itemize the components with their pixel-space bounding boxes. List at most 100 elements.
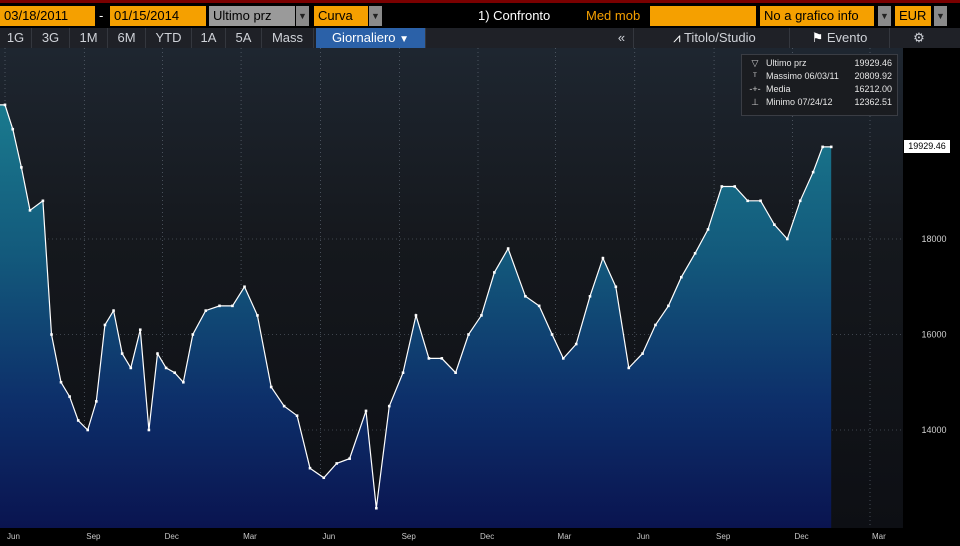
style-dropdown-icon[interactable]: ▼ (369, 6, 382, 26)
price-point (706, 228, 710, 231)
price-point (627, 366, 631, 370)
currency-dropdown-icon[interactable]: ▼ (934, 6, 947, 26)
price-point (204, 309, 208, 312)
legend-value: 16212.00 (854, 84, 892, 94)
price-point (3, 103, 7, 107)
end-date-field[interactable]: 01/15/2014 (110, 6, 206, 26)
average-line-icon: -+- (749, 84, 761, 94)
price-point (785, 237, 789, 241)
field-select[interactable]: Ultimo prz (209, 6, 295, 26)
price-point (68, 395, 71, 398)
price-point (467, 333, 470, 336)
x-tick-label: Dec (794, 532, 808, 541)
chart-info-select[interactable]: No a grafico info (760, 6, 874, 26)
legend-label: Ultimo prz (766, 58, 807, 68)
period-1y-button[interactable]: 1A (192, 28, 226, 48)
y-tick-label: 16000 (921, 330, 946, 340)
price-point (746, 199, 749, 203)
moving-average-menu[interactable]: Med mob (586, 8, 641, 23)
price-point (364, 409, 368, 413)
price-point (182, 380, 185, 384)
price-point (138, 328, 142, 332)
legend-label: Media (766, 84, 791, 94)
header-strip (0, 0, 960, 3)
price-point (375, 506, 378, 510)
price-point (427, 357, 431, 360)
price-point (829, 145, 833, 149)
legend-row-high: ᵀ Massimo 06/03/11 20809.92 (748, 71, 892, 82)
legend-label: Minimo 07/24/12 (766, 97, 833, 107)
legend-row-average: -+- Media 16212.00 (748, 84, 892, 95)
price-point (112, 309, 115, 312)
event-label: Evento (826, 30, 868, 45)
price-point (524, 295, 527, 298)
top-toolbar: 03/18/2011 - 01/15/2014 Ultimo prz ▼ Cur… (0, 0, 960, 28)
price-point (156, 352, 159, 355)
x-tick-label: Jun (637, 532, 650, 541)
collapse-button[interactable]: « (610, 28, 634, 48)
price-point (680, 275, 683, 279)
price-point (480, 314, 483, 317)
chart-legend: ▽ Ultimo prz 19929.46 ᵀ Massimo 06/03/11… (741, 54, 898, 116)
price-point (164, 366, 168, 370)
x-tick-label: Sep (716, 532, 731, 541)
x-tick-label: Dec (165, 532, 179, 541)
x-tick-label: Mar (558, 532, 572, 541)
legend-value: 20809.92 (854, 71, 892, 81)
period-ytd-button[interactable]: YTD (146, 28, 192, 48)
price-point (667, 304, 670, 308)
price-point (129, 366, 133, 370)
period-5y-button[interactable]: 5A (226, 28, 262, 48)
price-point (574, 342, 578, 346)
frequency-label: Giornaliero (331, 30, 396, 45)
price-point (269, 385, 273, 389)
legend-row-last: ▽ Ultimo prz 19929.46 (748, 58, 892, 69)
price-chart[interactable]: 18000 16000 14000 (0, 48, 960, 528)
price-point (282, 404, 286, 408)
price-point (59, 380, 63, 384)
x-tick-label: Mar (243, 532, 257, 541)
low-marker-icon: ⊥ (751, 97, 759, 107)
price-point (86, 428, 90, 432)
style-select[interactable]: Curva (314, 6, 368, 26)
price-point (588, 295, 592, 298)
price-point (243, 285, 246, 289)
legend-row-low: ⊥ Minimo 07/24/12 12362.51 (748, 97, 892, 108)
x-axis-labels: Jun Sep Dec Mar Jun Sep Dec Mar Jun Sep Dec Mar (7, 532, 886, 541)
price-point (759, 199, 762, 203)
field-dropdown-icon[interactable]: ▼ (296, 6, 309, 26)
period-3d-button[interactable]: 3G (32, 28, 70, 48)
price-point (550, 333, 554, 336)
period-1m-button[interactable]: 1M (70, 28, 108, 48)
chart-line-icon: ⩘ (673, 30, 684, 45)
price-point (401, 371, 405, 374)
chevron-down-icon: ▼ (399, 34, 410, 45)
price-point (440, 357, 444, 360)
price-point (614, 285, 618, 289)
gear-icon[interactable]: ⚙ (913, 30, 925, 45)
right-margin (903, 48, 960, 528)
price-point (322, 476, 326, 480)
y-axis-labels: 18000 16000 14000 (921, 234, 946, 435)
y-tick-label: 14000 (921, 425, 946, 435)
event-button[interactable]: ⚑ Evento (790, 28, 890, 48)
price-point (537, 304, 541, 308)
frequency-select[interactable]: Giornaliero ▼ (316, 28, 426, 48)
studies-label: Titolo/Studio (683, 30, 756, 45)
price-markers (3, 103, 833, 510)
flag-icon: ⚑ (811, 30, 827, 45)
empty-input-field[interactable] (650, 6, 756, 26)
x-tick-label: Sep (86, 532, 101, 541)
legend-value: 12362.51 (854, 97, 892, 107)
compare-menu[interactable]: 1) Confronto (478, 8, 551, 23)
period-1d-button[interactable]: 1G (0, 28, 32, 48)
period-max-button[interactable]: Mass (262, 28, 314, 48)
price-point (733, 185, 737, 188)
price-point (414, 314, 418, 317)
studies-button[interactable]: ⩘ Titolo/Studio (640, 28, 790, 48)
currency-select[interactable]: EUR (895, 6, 931, 26)
period-6m-button[interactable]: 6M (108, 28, 146, 48)
chart-info-dropdown-icon[interactable]: ▼ (878, 6, 891, 26)
price-point (295, 414, 299, 417)
start-date-field[interactable]: 03/18/2011 (0, 6, 95, 26)
